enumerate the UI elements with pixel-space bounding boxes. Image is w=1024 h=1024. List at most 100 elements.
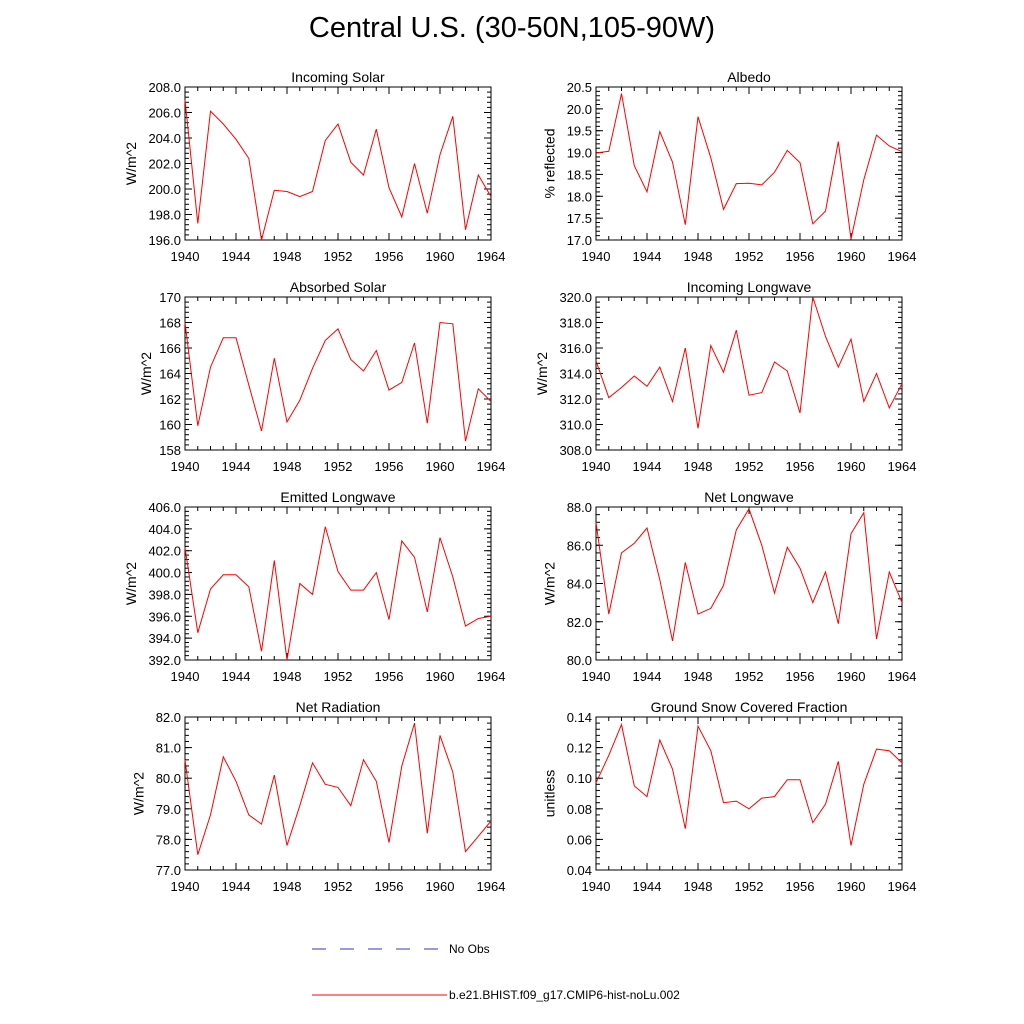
y-tick-label: 20.0 bbox=[567, 102, 592, 117]
x-tick-label: 1940 bbox=[171, 459, 200, 474]
x-tick-label: 1956 bbox=[786, 459, 815, 474]
x-tick-label: 1964 bbox=[477, 669, 506, 684]
plot-frame bbox=[595, 506, 903, 661]
y-tick-label: 310.0 bbox=[559, 418, 592, 433]
y-tick-label: 166 bbox=[159, 341, 181, 356]
x-tick-label: 1960 bbox=[837, 459, 866, 474]
panel-title: Net Longwave bbox=[704, 489, 794, 505]
panel-title: Incoming Solar bbox=[291, 69, 385, 85]
y-tick-label: 84.0 bbox=[567, 577, 592, 592]
y-tick-label: 206.0 bbox=[148, 106, 181, 121]
y-tick-label: 82.0 bbox=[156, 710, 181, 725]
x-tick-label: 1960 bbox=[426, 669, 455, 684]
y-tick-label: 80.0 bbox=[567, 653, 592, 668]
series-line-0 bbox=[184, 99, 492, 241]
y-tick-label: 0.14 bbox=[567, 710, 592, 725]
y-axis-label: W/m^2 bbox=[123, 562, 139, 605]
y-tick-label: 200.0 bbox=[148, 182, 181, 197]
x-tick-label: 1940 bbox=[582, 459, 611, 474]
panel-title: Albedo bbox=[727, 69, 771, 85]
x-tick-label: 1944 bbox=[633, 459, 662, 474]
x-tick-label: 1948 bbox=[684, 459, 713, 474]
y-tick-label: 196.0 bbox=[148, 233, 181, 248]
x-tick-label: 1960 bbox=[837, 249, 866, 264]
series-line-0 bbox=[595, 93, 903, 240]
page-title: Central U.S. (30-50N,105-90W) bbox=[308, 12, 716, 44]
x-tick-label: 1960 bbox=[426, 249, 455, 264]
x-tick-label: 1956 bbox=[375, 879, 404, 894]
x-tick-label: 1964 bbox=[888, 459, 917, 474]
x-tick-label: 1948 bbox=[684, 669, 713, 684]
y-tick-label: 320.0 bbox=[559, 290, 592, 305]
x-tick-label: 1948 bbox=[684, 249, 713, 264]
y-tick-label: 400.0 bbox=[148, 566, 181, 581]
y-tick-label: 79.0 bbox=[156, 802, 181, 817]
y-axis-label: W/m^2 bbox=[534, 352, 550, 395]
plot-frame bbox=[595, 716, 903, 871]
y-tick-label: 198.0 bbox=[148, 208, 181, 223]
x-tick-label: 1948 bbox=[273, 459, 302, 474]
y-tick-label: 82.0 bbox=[567, 615, 592, 630]
x-tick-label: 1960 bbox=[837, 669, 866, 684]
legend-label-no-obs: No Obs bbox=[449, 942, 490, 956]
y-tick-label: 80.0 bbox=[156, 771, 181, 786]
panel-title: Emitted Longwave bbox=[280, 489, 395, 505]
y-tick-label: 88.0 bbox=[567, 500, 592, 515]
x-tick-label: 1940 bbox=[171, 249, 200, 264]
x-tick-label: 1956 bbox=[786, 879, 815, 894]
x-tick-label: 1940 bbox=[582, 669, 611, 684]
plot-frame bbox=[595, 296, 903, 451]
x-tick-label: 1960 bbox=[837, 879, 866, 894]
x-tick-label: 1948 bbox=[273, 249, 302, 264]
y-tick-label: 406.0 bbox=[148, 500, 181, 515]
plot-frame bbox=[184, 716, 492, 871]
x-tick-label: 1952 bbox=[324, 459, 353, 474]
x-tick-label: 1944 bbox=[633, 249, 662, 264]
x-tick-label: 1948 bbox=[684, 879, 713, 894]
legend-label-model: b.e21.BHIST.f09_g17.CMIP6-hist-noLu.002 bbox=[449, 988, 680, 1002]
panel-title: Net Radiation bbox=[296, 699, 381, 715]
series-line-0 bbox=[595, 296, 903, 429]
x-tick-label: 1948 bbox=[273, 879, 302, 894]
y-tick-label: 0.12 bbox=[567, 741, 592, 756]
y-tick-label: 402.0 bbox=[148, 544, 181, 559]
x-tick-label: 1944 bbox=[633, 669, 662, 684]
x-tick-label: 1952 bbox=[324, 669, 353, 684]
y-tick-label: 20.5 bbox=[567, 80, 592, 95]
y-tick-label: 308.0 bbox=[559, 443, 592, 458]
x-tick-label: 1964 bbox=[888, 879, 917, 894]
y-tick-label: 0.06 bbox=[567, 832, 592, 847]
x-tick-label: 1952 bbox=[324, 879, 353, 894]
y-tick-label: 18.5 bbox=[567, 167, 592, 182]
chart-panel-5: 1940 1944 1948 1952 1956 1960 1964 80.0 82.0 84.0… bbox=[541, 489, 916, 684]
x-tick-label: 1952 bbox=[735, 249, 764, 264]
y-tick-label: 17.0 bbox=[567, 233, 592, 248]
legend bbox=[312, 948, 447, 996]
y-tick-label: 78.0 bbox=[156, 832, 181, 847]
y-tick-label: 164 bbox=[159, 367, 181, 382]
y-tick-label: 204.0 bbox=[148, 131, 181, 146]
x-tick-label: 1944 bbox=[222, 879, 251, 894]
y-tick-label: 81.0 bbox=[156, 741, 181, 756]
chart-panel-4: 1940 1944 1948 1952 1956 1960 1964 392.0 394.0 39… bbox=[123, 489, 505, 684]
y-tick-label: 168 bbox=[159, 316, 181, 331]
y-tick-label: 0.10 bbox=[567, 771, 592, 786]
y-tick-label: 18.0 bbox=[567, 189, 592, 204]
y-tick-label: 158 bbox=[159, 443, 181, 458]
plot-frame bbox=[184, 86, 492, 241]
series-line-0 bbox=[184, 526, 492, 661]
y-tick-label: 398.0 bbox=[148, 587, 181, 602]
y-tick-label: 394.0 bbox=[148, 631, 181, 646]
x-tick-label: 1964 bbox=[477, 879, 506, 894]
y-axis-label: % reflected bbox=[541, 128, 557, 198]
y-axis-label: W/m^2 bbox=[123, 142, 139, 185]
series-line-0 bbox=[595, 507, 903, 642]
x-tick-label: 1944 bbox=[222, 249, 251, 264]
x-tick-label: 1940 bbox=[171, 879, 200, 894]
x-tick-label: 1944 bbox=[633, 879, 662, 894]
chart-panel-0: 1940 1944 1948 1952 1956 1960 1964 196.0 198.0 20… bbox=[123, 69, 505, 264]
y-tick-label: 0.04 bbox=[567, 863, 592, 878]
x-tick-label: 1960 bbox=[426, 459, 455, 474]
y-tick-label: 404.0 bbox=[148, 522, 181, 537]
